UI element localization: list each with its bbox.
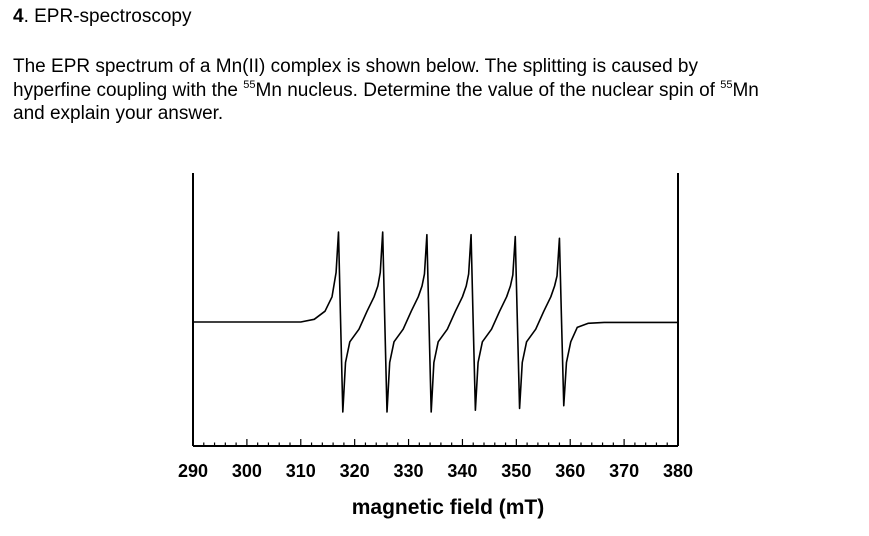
x-tick-label: 320 — [340, 461, 370, 481]
x-tick-label: 380 — [663, 461, 693, 481]
question-line-1: The EPR spectrum of a Mn(II) complex is … — [13, 56, 699, 77]
x-tick-label: 290 — [178, 461, 208, 481]
plot-frame — [192, 173, 679, 447]
x-axis-ticks — [192, 439, 679, 446]
x-tick-label: 310 — [286, 461, 316, 481]
question-title-text: . EPR-spectroscopy — [23, 6, 192, 27]
question-number: 4 — [13, 6, 24, 27]
x-tick-label: 340 — [447, 461, 477, 481]
question-text: The EPR spectrum of a Mn(II) complex is … — [13, 55, 856, 126]
x-axis-title: magnetic field (mT) — [352, 496, 545, 519]
x-axis-tick-labels: 290 300 310 320 330 340 350 360 370 380 — [178, 461, 693, 481]
question-line-2-middle: Mn nucleus. Determine the value of the n… — [255, 79, 721, 101]
spectrum-line — [193, 231, 678, 413]
x-tick-label: 360 — [555, 461, 585, 481]
question-line-2-end: Mn — [732, 79, 759, 101]
x-tick-label: 330 — [394, 461, 424, 481]
x-tick-label: 300 — [232, 461, 262, 481]
x-tick-label: 370 — [609, 461, 639, 481]
isotope-superscript: 55 — [720, 78, 733, 91]
isotope-superscript: 55 — [243, 78, 256, 91]
question-title: 4. EPR-spectroscopy — [13, 6, 191, 28]
question-line-3: and explain your answer. — [13, 103, 224, 124]
x-tick-label: 350 — [501, 461, 531, 481]
question-line-2: hyperfine coupling with the 55Mn nucleus… — [13, 79, 856, 103]
question-line-2-start: hyperfine coupling with the — [13, 79, 244, 101]
